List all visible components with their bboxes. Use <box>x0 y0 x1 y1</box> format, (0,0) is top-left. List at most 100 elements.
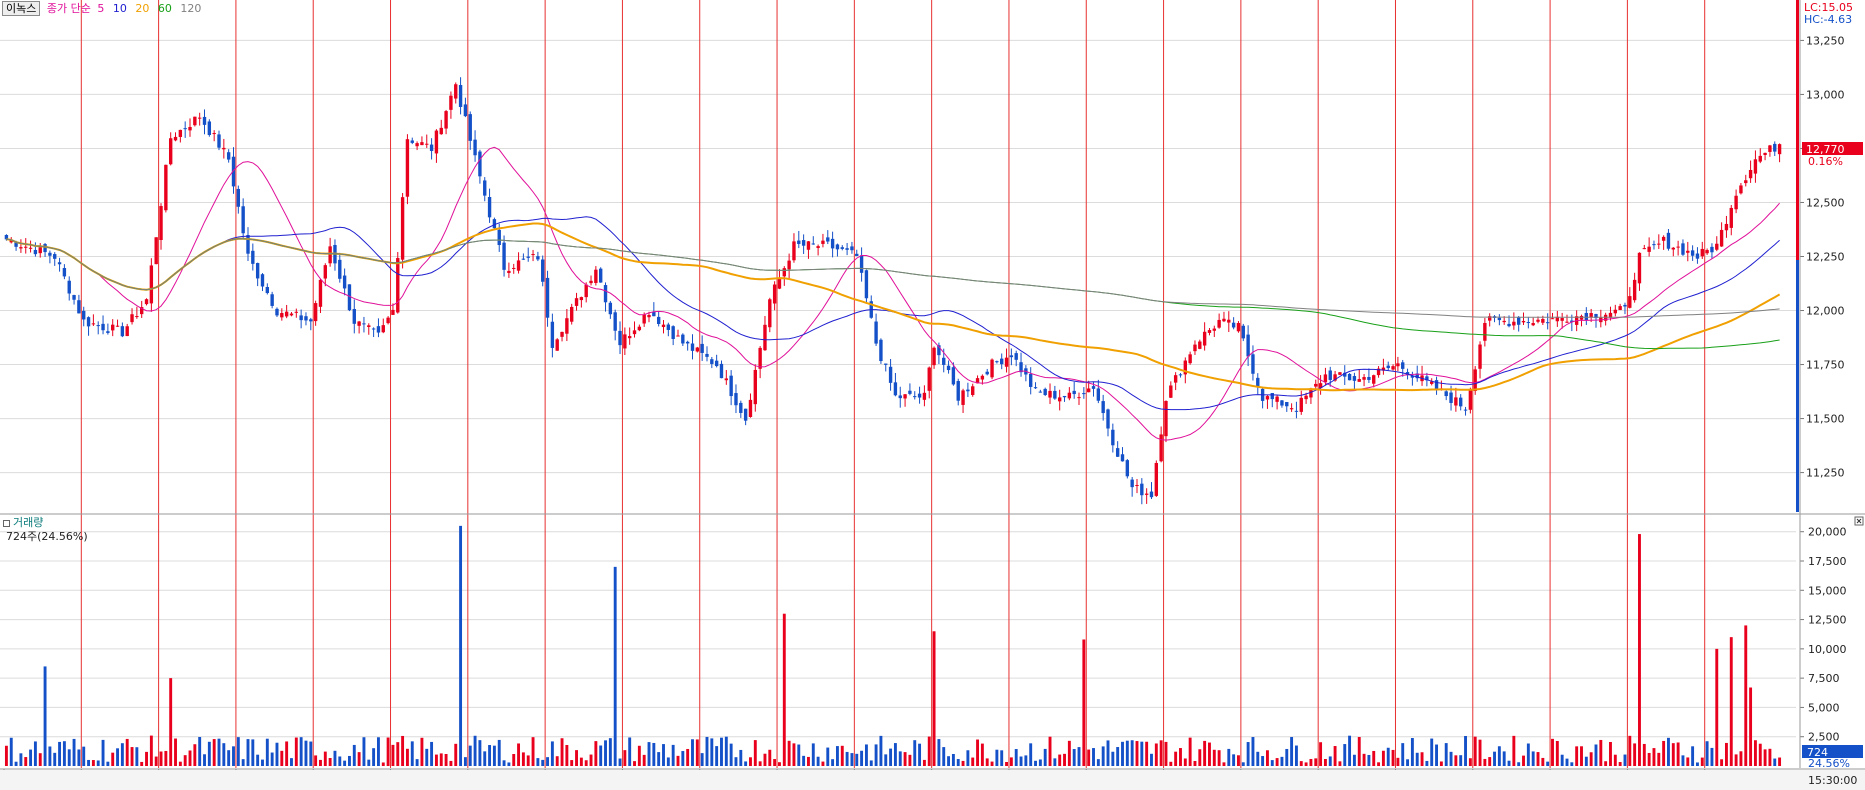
candle-body <box>1753 159 1758 174</box>
candle-body <box>207 121 212 135</box>
volume-bar <box>1720 759 1724 766</box>
candle-body <box>1029 373 1033 387</box>
volume-bar <box>497 739 501 766</box>
volume-tick-label: 12,500 <box>1808 614 1847 627</box>
volume-bar <box>1092 748 1095 766</box>
volume-bar <box>1058 754 1062 766</box>
candle-body <box>1318 383 1323 389</box>
volume-bar <box>666 757 670 766</box>
candle-body <box>4 234 9 240</box>
volume-bar <box>565 744 569 766</box>
candle-body <box>246 235 250 254</box>
candle-body <box>1173 375 1178 383</box>
candle-body <box>265 287 270 294</box>
volume-bar <box>811 743 815 766</box>
lc-range-bar <box>1796 0 1799 260</box>
volume-bar <box>1391 749 1395 766</box>
volume-bar <box>1410 738 1414 766</box>
volume-bar <box>821 761 825 766</box>
volume-bar <box>1406 759 1410 766</box>
volume-bar <box>560 738 564 766</box>
volume-bar <box>1580 746 1583 766</box>
volume-bar <box>840 745 844 766</box>
candle-body <box>995 361 999 363</box>
candle-body <box>685 341 690 344</box>
candle-body <box>241 206 245 234</box>
panel-toggle-icon[interactable] <box>3 519 10 527</box>
candle-body <box>304 316 308 321</box>
current-price-label: 12,770 <box>1806 143 1845 156</box>
volume-bar <box>1778 757 1782 766</box>
volume-bar <box>381 762 385 766</box>
volume-bar <box>710 738 714 766</box>
candle-body <box>1062 395 1067 398</box>
volume-bar <box>816 756 820 766</box>
volume-bar <box>1256 751 1260 766</box>
volume-bar <box>294 737 298 766</box>
candle-body <box>14 241 18 247</box>
volume-bar <box>1261 756 1265 766</box>
candle-body <box>560 331 564 337</box>
volume-bar <box>1145 741 1149 766</box>
candle-body <box>1647 246 1651 252</box>
candle-body <box>980 375 985 380</box>
volume-bar <box>87 759 91 766</box>
volume-tick-label: 20,000 <box>1808 526 1847 539</box>
volume-bar <box>1633 743 1637 766</box>
candle-body <box>1763 152 1767 155</box>
volume-bar <box>633 761 636 766</box>
candle-body <box>1623 304 1627 307</box>
candle-body <box>777 277 782 289</box>
candle-body <box>1193 344 1197 352</box>
volume-title: 거래량 <box>3 516 43 529</box>
volume-bar <box>579 757 583 766</box>
price-tick-label: 12,250 <box>1806 251 1845 264</box>
price-tick-label: 11,500 <box>1806 413 1845 426</box>
candle-body <box>173 136 178 141</box>
candle-body <box>1628 296 1632 308</box>
candle-body <box>1729 207 1733 228</box>
volume-bar <box>570 760 574 766</box>
volume-bar <box>1352 754 1356 766</box>
candle-body <box>1734 195 1738 210</box>
volume-bar <box>768 749 772 766</box>
candle-body <box>1376 368 1381 376</box>
volume-bars <box>4 525 1782 766</box>
volume-bar <box>174 738 177 766</box>
volume-bar <box>1067 740 1071 766</box>
candle-body <box>444 111 448 129</box>
volume-bar <box>1043 748 1047 766</box>
volume-bar <box>38 753 42 766</box>
candle-body <box>1410 375 1415 378</box>
candle-body <box>627 336 632 339</box>
volume-bar <box>1319 742 1323 766</box>
candle-body <box>772 284 777 304</box>
candle-body <box>222 147 226 150</box>
volume-bar <box>1304 762 1308 766</box>
volume-bar <box>1647 752 1651 766</box>
volume-bar <box>246 739 250 766</box>
volume-bar <box>14 761 18 766</box>
candle-body <box>1096 388 1101 401</box>
candle-body <box>541 259 545 282</box>
candle-body <box>420 142 424 146</box>
candle-body <box>1106 409 1110 429</box>
candle-body <box>951 367 956 385</box>
volume-bar <box>652 742 656 766</box>
volume-bar <box>1478 739 1482 766</box>
candle-body <box>463 104 468 117</box>
volume-bar <box>1227 748 1231 766</box>
stock-selector-button[interactable]: 이녹스 <box>2 1 41 16</box>
candle-body <box>1681 243 1685 255</box>
candle-body <box>43 244 47 253</box>
volume-bar <box>1526 743 1530 766</box>
candle-body <box>908 390 912 394</box>
volume-bar <box>91 760 95 766</box>
candle-body <box>594 269 598 283</box>
candle-body <box>1314 383 1318 387</box>
volume-bar <box>391 744 395 766</box>
candle-body <box>599 268 603 283</box>
volume-bar <box>58 741 62 766</box>
volume-bar <box>1164 741 1168 766</box>
candle-body <box>1014 353 1018 360</box>
